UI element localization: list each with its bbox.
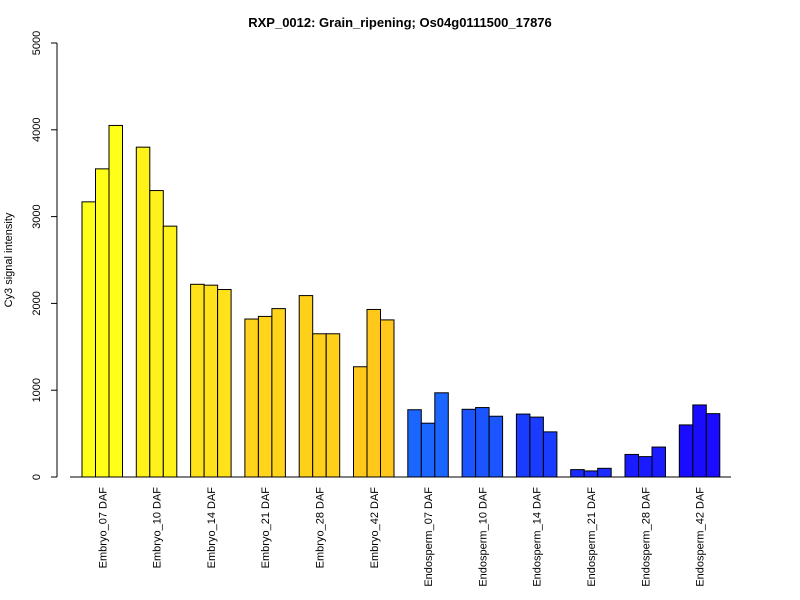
bar-group: [135, 146, 178, 478]
bar: [95, 168, 110, 478]
bar: [203, 284, 219, 478]
y-tick-label: 0: [31, 474, 43, 480]
category-label: Endosperm_10 DAF: [477, 487, 489, 587]
y-tick-label: 3000: [31, 204, 43, 228]
category-label: Embryo_10 DAF: [152, 487, 164, 569]
bar: [678, 424, 694, 478]
category-label: Endosperm_14 DAF: [532, 487, 544, 587]
bar-group: [298, 295, 341, 478]
y-axis-label: Cy3 signal intensity: [3, 212, 15, 307]
chart-title: RXP_0012: Grain_ripening; Os04g0111500_1…: [248, 15, 552, 30]
bar: [542, 431, 558, 478]
bar: [135, 146, 151, 478]
category-label: Endosperm_21 DAF: [586, 487, 598, 587]
bar: [407, 409, 422, 478]
bar: [434, 392, 449, 478]
bar-group: [624, 446, 666, 478]
y-axis: 0 1000 2000 3000 4000 5000: [31, 31, 58, 480]
bar-group: [570, 467, 612, 478]
bar-group: [678, 404, 721, 478]
bar: [271, 308, 286, 478]
bar: [257, 315, 273, 478]
bar: [597, 467, 612, 478]
bar-group: [81, 124, 123, 478]
category-label: Endosperm_28 DAF: [640, 487, 652, 587]
bar: [366, 308, 381, 478]
bar: [81, 201, 96, 478]
bar: [692, 404, 707, 478]
bar: [149, 190, 164, 478]
bar: [488, 415, 504, 478]
bar: [651, 446, 666, 478]
bar: [461, 408, 477, 478]
bar-group: [515, 413, 558, 478]
category-label: Embryo_07 DAF: [97, 487, 109, 569]
bar: [583, 470, 599, 478]
bar: [353, 366, 368, 478]
bar-group: [461, 407, 504, 478]
bars-group: [81, 124, 721, 478]
category-label: Endosperm_07 DAF: [423, 487, 435, 587]
y-tick-label: 1000: [31, 378, 43, 402]
bar: [325, 333, 341, 478]
bar-group: [353, 308, 395, 478]
category-label: Embryo_42 DAF: [369, 487, 381, 569]
bar: [624, 453, 639, 478]
bar: [420, 422, 436, 478]
y-tick-label: 5000: [31, 31, 43, 55]
category-label: Endosperm_42 DAF: [695, 487, 707, 587]
y-tick-label: 2000: [31, 291, 43, 315]
bar: [380, 319, 395, 478]
x-axis-labels: Embryo_07 DAF Embryo_10 DAF Embryo_14 DAF E…: [97, 487, 706, 587]
category-label: Embryo_21 DAF: [260, 487, 272, 569]
bar: [312, 333, 327, 478]
bar: [162, 225, 178, 478]
bar: [638, 456, 653, 478]
bar: [705, 413, 721, 478]
category-label: Embryo_28 DAF: [314, 487, 326, 569]
category-label: Embryo_14 DAF: [206, 487, 218, 569]
bar: [298, 295, 314, 478]
bar: [475, 407, 490, 478]
bar: [515, 413, 531, 478]
bar: [190, 283, 205, 478]
bar: [570, 469, 585, 478]
bar: [529, 416, 544, 478]
bar: [217, 289, 232, 478]
bar-group: [190, 283, 232, 478]
bar: [108, 124, 123, 478]
bar: [244, 318, 259, 478]
bar-group: [407, 392, 449, 478]
y-tick-label: 4000: [31, 118, 43, 142]
bar-group: [244, 308, 286, 478]
